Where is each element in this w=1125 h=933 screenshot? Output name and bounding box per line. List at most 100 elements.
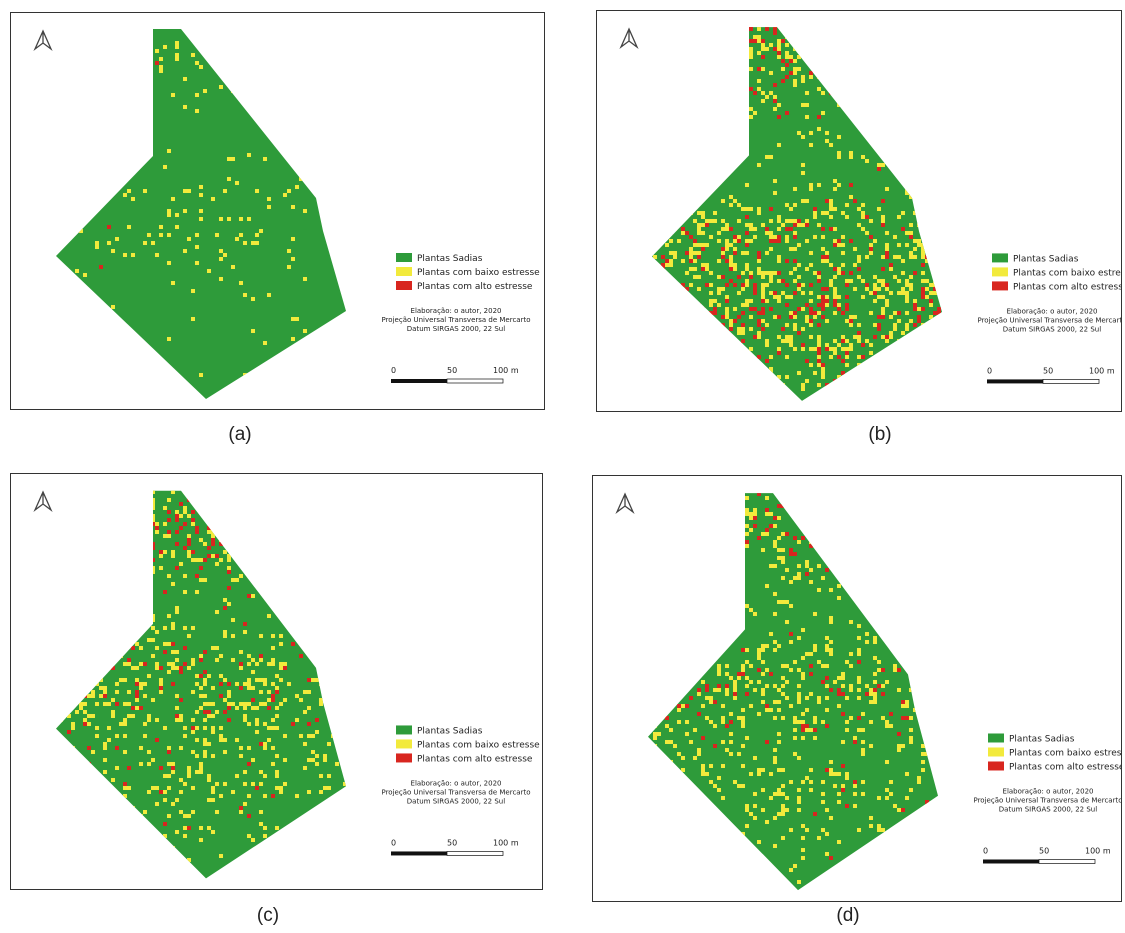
stress-pixel — [697, 748, 701, 752]
stress-pixel — [653, 247, 657, 251]
stress-pixel — [833, 23, 837, 27]
stress-pixel — [821, 287, 825, 291]
stress-pixel — [821, 259, 825, 263]
stress-pixel — [769, 247, 773, 251]
credit-line: Datum SIRGAS 2000, 22 Sul — [407, 797, 505, 805]
stress-pixel — [809, 39, 813, 43]
stress-pixel — [729, 243, 733, 247]
stress-pixel — [167, 614, 171, 618]
stress-pixel — [941, 664, 945, 668]
stress-pixel — [211, 798, 215, 802]
stress-pixel — [183, 626, 187, 630]
stress-pixel — [95, 654, 99, 658]
stress-pixel — [933, 748, 937, 752]
stress-pixel — [809, 263, 813, 267]
stress-pixel — [757, 648, 761, 652]
stress-pixel — [937, 263, 941, 267]
stress-pixel — [111, 778, 115, 782]
stress-pixel — [741, 67, 745, 71]
stress-pixel — [817, 347, 821, 351]
stress-pixel — [913, 95, 917, 99]
map: Plantas SadiasPlantas com baixo estresse… — [11, 474, 542, 889]
stress-pixel — [905, 187, 909, 191]
stress-pixel — [945, 351, 949, 355]
stress-pixel — [211, 702, 215, 706]
stress-pixel — [51, 494, 55, 498]
stress-pixel — [921, 247, 925, 251]
stress-pixel — [729, 676, 733, 680]
stress-pixel — [777, 504, 781, 508]
legend-swatch — [396, 267, 412, 276]
legend-swatch — [396, 739, 412, 748]
stress-pixel — [765, 668, 769, 672]
stress-pixel — [123, 490, 127, 494]
stress-pixel — [717, 51, 721, 55]
stress-pixel — [929, 692, 933, 696]
stress-pixel — [937, 259, 941, 263]
stress-pixel — [837, 772, 841, 776]
stress-pixel — [733, 319, 737, 323]
stress-pixel — [869, 371, 873, 375]
stress-pixel — [681, 872, 685, 876]
stress-pixel — [837, 496, 841, 500]
stress-pixel — [135, 690, 139, 694]
stress-pixel — [259, 558, 263, 562]
stress-pixel — [913, 684, 917, 688]
stress-pixel — [741, 592, 745, 596]
stress-pixel — [171, 626, 175, 630]
north-arrow — [621, 29, 637, 47]
stress-pixel — [211, 530, 215, 534]
stress-pixel — [91, 826, 95, 830]
stress-pixel — [319, 822, 323, 826]
stress-pixel — [789, 828, 793, 832]
stress-pixel — [769, 524, 773, 528]
stress-pixel — [179, 526, 183, 530]
stress-pixel — [255, 494, 259, 498]
stress-pixel — [781, 812, 785, 816]
stress-pixel — [55, 666, 59, 670]
stress-pixel — [889, 628, 893, 632]
stress-pixel — [287, 514, 291, 518]
stress-pixel — [809, 307, 813, 311]
stress-pixel — [913, 299, 917, 303]
stress-pixel — [263, 702, 267, 706]
stress-pixel — [713, 572, 717, 576]
stress-pixel — [705, 283, 709, 287]
stress-pixel — [673, 323, 677, 327]
stress-pixel — [163, 506, 167, 510]
stress-pixel — [231, 494, 235, 498]
stress-pixel — [713, 540, 717, 544]
stress-pixel — [649, 39, 653, 43]
stress-pixel — [275, 754, 279, 758]
stress-pixel — [123, 662, 127, 666]
stress-pixel — [909, 63, 913, 67]
stress-pixel — [821, 548, 825, 552]
stress-pixel — [777, 51, 781, 55]
stress-pixel — [733, 43, 737, 47]
stress-pixel — [941, 315, 945, 319]
stress-pixel — [745, 283, 749, 287]
stress-pixel — [143, 602, 147, 606]
stress-pixel — [227, 534, 231, 538]
stress-pixel — [175, 606, 179, 610]
stress-pixel — [729, 79, 733, 83]
stress-pixel — [909, 351, 913, 355]
stress-pixel — [925, 39, 929, 43]
stress-pixel — [697, 347, 701, 351]
stress-pixel — [287, 542, 291, 546]
stress-pixel — [945, 311, 949, 315]
stress-pixel — [809, 183, 813, 187]
stress-pixel — [291, 257, 295, 261]
stress-pixel — [861, 155, 865, 159]
stress-pixel — [701, 363, 705, 367]
stress-pixel — [857, 516, 861, 520]
stress-pixel — [103, 586, 107, 590]
stress-pixel — [917, 363, 921, 367]
stress-pixel — [793, 67, 797, 71]
scale-label: 0 — [983, 846, 988, 855]
stress-pixel — [95, 502, 99, 506]
stress-pixel — [343, 530, 347, 534]
stress-pixel — [239, 746, 243, 750]
stress-pixel — [87, 510, 91, 514]
stress-pixel — [789, 548, 793, 552]
